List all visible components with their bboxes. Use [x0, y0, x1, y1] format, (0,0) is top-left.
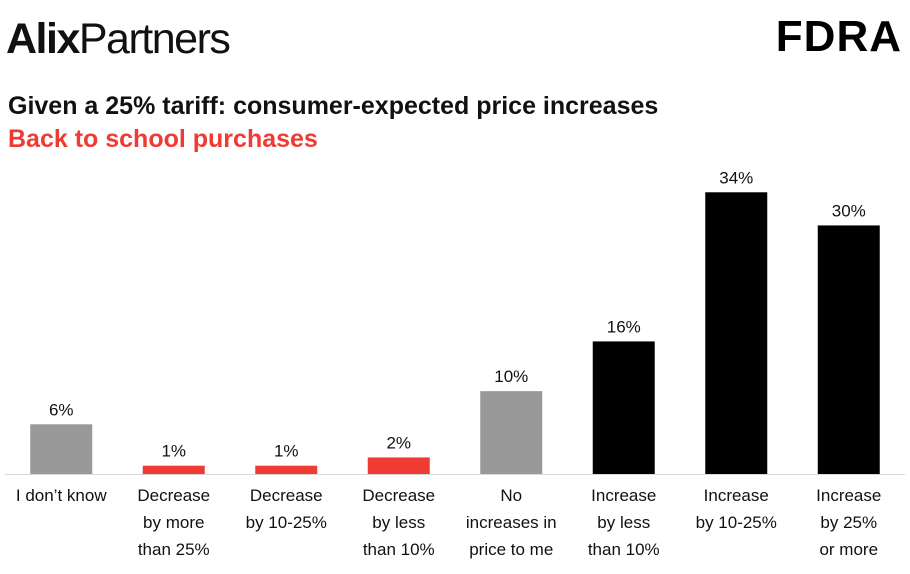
bar-7	[817, 225, 880, 474]
data-label-4: 10%	[494, 367, 528, 386]
data-label-2: 1%	[274, 442, 299, 461]
bar-5	[592, 341, 655, 474]
data-label-7: 30%	[832, 201, 866, 220]
bar-1	[142, 465, 205, 474]
data-label-5: 16%	[607, 317, 641, 336]
bar-6	[705, 192, 768, 474]
bar-0	[30, 424, 93, 474]
data-label-6: 34%	[719, 168, 753, 187]
chart-subtitle: Back to school purchases	[8, 125, 318, 153]
tick-label-6: Increase by 10-25%	[696, 486, 777, 532]
tick-label-4: No increases in price to me	[466, 486, 557, 559]
data-label-1: 1%	[161, 442, 186, 461]
logo-left-rest: Partners	[78, 15, 231, 63]
tick-label-2: Decrease by 10-25%	[246, 486, 327, 532]
data-label-0: 6%	[49, 400, 74, 419]
bar-4	[480, 391, 543, 474]
bar-2	[255, 465, 318, 474]
tick-label-7: Increase by 25% or more	[816, 486, 881, 559]
logo-left-bold: Alix	[6, 15, 80, 63]
tick-label-0: I don’t know	[16, 486, 107, 505]
data-label-3: 2%	[386, 433, 411, 452]
tick-label-5: Increase by less than 10%	[588, 486, 660, 559]
bar-chart: 6% I don’t know 1% Decrease by more than 25% 1…	[5, 168, 905, 559]
alixpartners-logo: AlixPartners	[6, 12, 231, 66]
bar-3	[367, 457, 430, 474]
fdra-logo: FDRA	[775, 12, 902, 61]
tick-label-1: Decrease by more than 25%	[137, 486, 210, 559]
chart-title: Given a 25% tariff: consumer-expected pr…	[8, 92, 659, 120]
tick-label-3: Decrease by less than 10%	[362, 486, 435, 559]
